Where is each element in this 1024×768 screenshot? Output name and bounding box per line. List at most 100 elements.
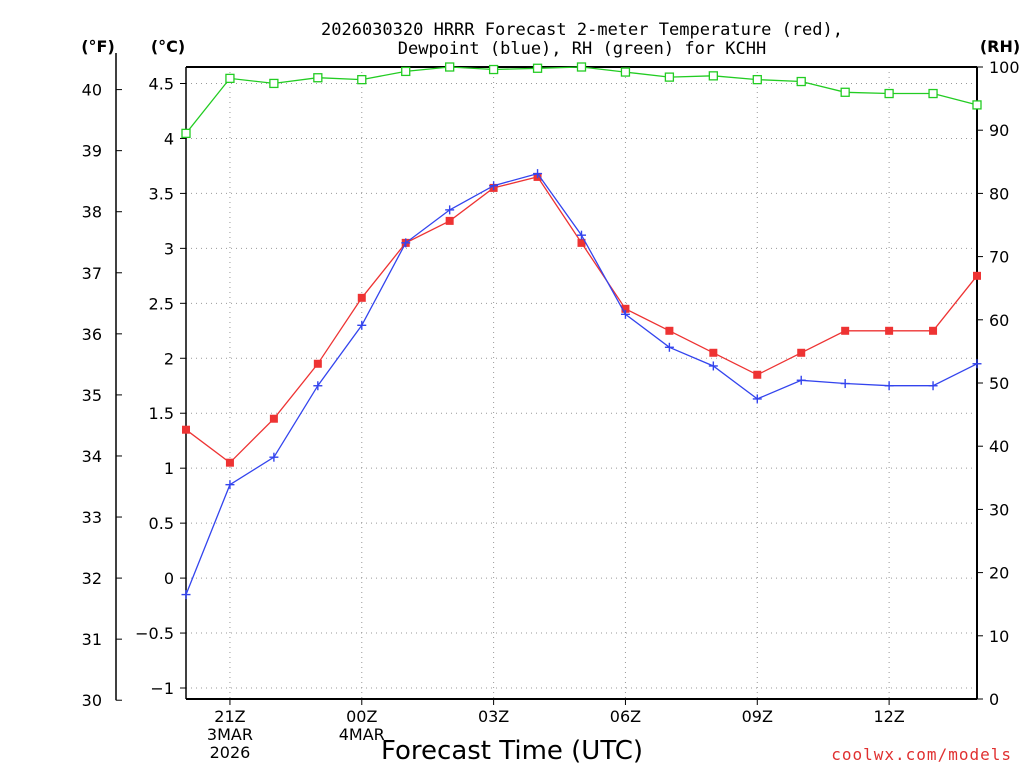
rh-tick-label: 0 [989, 690, 999, 709]
rh-point [972, 100, 982, 110]
fahrenheit-tick-label: 32 [82, 569, 102, 588]
dewpoint-point [225, 480, 235, 490]
temperature-point [313, 359, 322, 368]
dewpoint-point [708, 361, 718, 371]
dewpoint-point [752, 394, 762, 404]
temperature-point [357, 293, 366, 302]
rh-point [445, 62, 455, 72]
rh-point [620, 67, 631, 77]
celsius-tick-label: 2 [164, 349, 174, 368]
x-tick-label: 00Z [346, 707, 377, 726]
dewpoint-point [577, 230, 586, 240]
rh-tick-label: 20 [989, 564, 1009, 583]
dewpoint-point [313, 381, 323, 391]
rh-tick-label: 60 [989, 311, 1009, 330]
rh-point [752, 74, 762, 85]
dewpoint-point [796, 375, 806, 385]
temperature-point [621, 304, 630, 313]
temperature-point [841, 326, 850, 335]
series-layer [181, 62, 982, 600]
celsius-tick-label: 4 [164, 129, 174, 148]
celsius-unit-label: (°C) [151, 37, 185, 56]
temperature-point [973, 271, 981, 280]
rh-point [357, 74, 367, 85]
rh-point [884, 88, 894, 99]
rh-point [401, 66, 411, 77]
celsius-tick-label: 2.5 [149, 294, 174, 313]
temperature-point [885, 326, 894, 335]
dewpoint-point [181, 590, 191, 600]
rh-point [313, 73, 323, 83]
celsius-tick-label: 0.5 [149, 514, 174, 533]
x-tick-label: 2026 [210, 743, 251, 762]
dewpoint-point [269, 452, 279, 462]
rh-point [928, 88, 938, 99]
dewpoint-point [445, 205, 455, 215]
rh-tick-label: 80 [989, 184, 1009, 203]
temperature-point [797, 348, 806, 357]
rh-tick-label: 10 [989, 627, 1009, 646]
rh-point [488, 64, 499, 75]
celsius-tick-label: 0 [164, 569, 174, 588]
rh-tick-label: 100 [989, 58, 1020, 77]
x-tick-label: 06Z [610, 707, 641, 726]
rh-point [181, 128, 191, 139]
credit-link[interactable]: coolwx.com/models [831, 745, 1012, 764]
x-tick-label: 3MAR [207, 725, 253, 744]
celsius-tick-label: −1 [150, 679, 174, 698]
celsius-tick-label: 1 [164, 459, 174, 478]
fahrenheit-tick-label: 31 [82, 630, 102, 649]
dewpoint-point [401, 238, 411, 248]
grid-lines [186, 67, 977, 699]
x-tick-label: 4MAR [339, 725, 385, 744]
axes [115, 52, 983, 705]
rh-point [840, 87, 850, 97]
x-tick-label: 12Z [873, 707, 904, 726]
rh-unit-label: (RH) [980, 37, 1020, 56]
fahrenheit-tick-label: 36 [82, 325, 102, 344]
dewpoint-point [884, 381, 894, 391]
dewpoint-point [840, 379, 850, 389]
fahrenheit-tick-label: 40 [82, 81, 102, 100]
dewpoint-point [533, 169, 543, 179]
fahrenheit-tick-label: 39 [82, 142, 102, 161]
temperature-point [753, 370, 762, 379]
dewpoint-point [664, 342, 674, 352]
rh-point [708, 71, 718, 81]
rh-point [532, 63, 543, 73]
celsius-tick-label: 3 [164, 239, 174, 258]
x-axis-label: Forecast Time (UTC) [381, 736, 643, 766]
fahrenheit-tick-label: 35 [82, 386, 102, 405]
fahrenheit-tick-label: 37 [82, 264, 102, 283]
temperature-point [577, 238, 586, 247]
rh-tick-label: 90 [989, 121, 1009, 140]
chart-title-line-1: 2026030320 HRRR Forecast 2-meter Tempera… [321, 20, 843, 40]
fahrenheit-tick-label: 34 [82, 447, 102, 466]
temperature-line [185, 176, 978, 464]
dewpoint-point [928, 381, 938, 391]
celsius-tick-label: −0.5 [135, 624, 174, 643]
temperature-point [929, 326, 938, 335]
rh-tick-label: 50 [989, 374, 1009, 393]
x-tick-label: 21Z [214, 707, 245, 726]
fahrenheit-tick-label: 30 [82, 691, 102, 710]
tick-labels: −1 −0.5 0 0.5 1 1.5 2 2.5 3 3.5 4 4.5 30 31 32 33 34 35 36… [82, 58, 1020, 762]
fahrenheit-tick-label: 38 [82, 203, 102, 222]
x-tick-label: 09Z [742, 707, 773, 726]
rh-point [576, 62, 587, 72]
celsius-tick-label: 3.5 [149, 184, 174, 203]
fahrenheit-unit-label: (°F) [81, 37, 115, 56]
rh-point [225, 73, 235, 84]
rh-line [185, 66, 978, 134]
dewpoint-point [620, 309, 630, 319]
rh-tick-label: 40 [989, 437, 1009, 456]
celsius-tick-label: 1.5 [149, 404, 174, 423]
temperature-point [709, 348, 718, 357]
fahrenheit-tick-label: 33 [82, 508, 102, 527]
dewpoint-point [489, 181, 499, 191]
chart-title-line-2: Dewpoint (blue), RH (green) for KCHH [398, 39, 766, 59]
celsius-tick-label: 4.5 [149, 74, 174, 93]
rh-point [796, 76, 806, 87]
temperature-point [182, 425, 190, 434]
